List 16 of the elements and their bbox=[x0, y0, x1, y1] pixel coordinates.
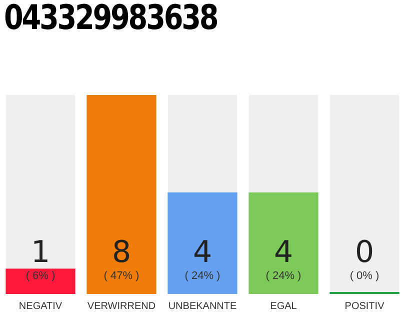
annotation: 1 bbox=[30, 235, 50, 270]
x-tick-label: NEGATIV bbox=[18, 300, 62, 312]
annotation: 8 bbox=[112, 235, 132, 270]
chart-title: 043329983638 bbox=[4, 0, 218, 38]
annotation: 4 bbox=[192, 235, 212, 270]
data-label: ( 6% ) bbox=[26, 270, 56, 282]
data-label: ( 24% ) bbox=[184, 270, 220, 282]
data-label: ( 47% ) bbox=[104, 270, 140, 282]
annotation: 0 bbox=[354, 235, 374, 270]
x-tick-label: EGAL bbox=[270, 300, 298, 312]
x-tick-label: UNBEKANNTE bbox=[168, 300, 237, 312]
x-tick-label: VERWIRREND bbox=[87, 300, 156, 312]
data-label: ( 0% ) bbox=[350, 270, 380, 282]
data-label: ( 24% ) bbox=[266, 270, 302, 282]
annotation: 4 bbox=[274, 235, 294, 270]
x-tick-label: POSITIV bbox=[344, 300, 385, 312]
